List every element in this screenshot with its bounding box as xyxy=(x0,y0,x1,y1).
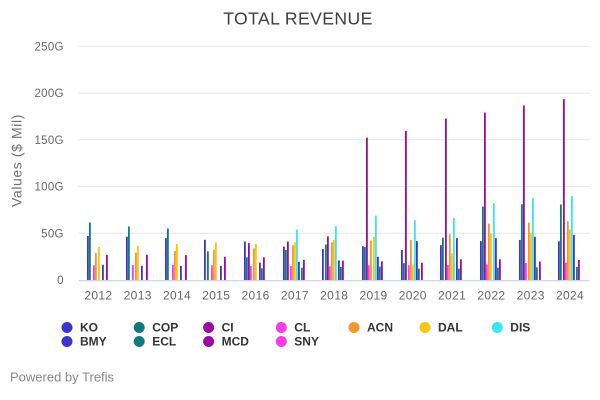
svg-text:DAL: DAL xyxy=(438,321,463,335)
svg-text:CL: CL xyxy=(294,321,310,335)
svg-text:50G: 50G xyxy=(41,228,64,240)
svg-text:Values ($ Mil): Values ($ Mil) xyxy=(9,114,25,207)
svg-text:KO: KO xyxy=(80,321,98,335)
svg-text:150G: 150G xyxy=(34,135,63,147)
svg-text:2023: 2023 xyxy=(517,289,545,303)
svg-text:BMY: BMY xyxy=(80,335,107,349)
svg-text:250G: 250G xyxy=(34,41,63,53)
svg-text:100G: 100G xyxy=(34,182,63,194)
svg-text:2020: 2020 xyxy=(399,289,427,303)
svg-text:2015: 2015 xyxy=(202,289,230,303)
svg-text:2022: 2022 xyxy=(477,289,505,303)
svg-text:0: 0 xyxy=(57,275,64,287)
svg-text:2021: 2021 xyxy=(438,289,466,303)
svg-text:COP: COP xyxy=(152,321,178,335)
svg-text:DIS: DIS xyxy=(510,321,530,335)
svg-text:ACN: ACN xyxy=(367,321,393,335)
svg-text:2024: 2024 xyxy=(556,289,584,303)
svg-text:SNY: SNY xyxy=(294,335,319,349)
svg-text:2017: 2017 xyxy=(281,289,309,303)
svg-text:Powered by Trefis: Powered by Trefis xyxy=(10,370,115,385)
svg-text:TOTAL REVENUE: TOTAL REVENUE xyxy=(223,9,373,29)
svg-text:CI: CI xyxy=(222,321,234,335)
svg-text:2014: 2014 xyxy=(163,289,191,303)
svg-text:2019: 2019 xyxy=(359,289,387,303)
svg-text:200G: 200G xyxy=(34,88,63,100)
svg-text:2018: 2018 xyxy=(320,289,348,303)
svg-text:2013: 2013 xyxy=(124,289,152,303)
svg-text:MCD: MCD xyxy=(222,335,250,349)
svg-text:2016: 2016 xyxy=(242,289,270,303)
svg-text:2012: 2012 xyxy=(84,289,112,303)
svg-text:ECL: ECL xyxy=(152,335,176,349)
